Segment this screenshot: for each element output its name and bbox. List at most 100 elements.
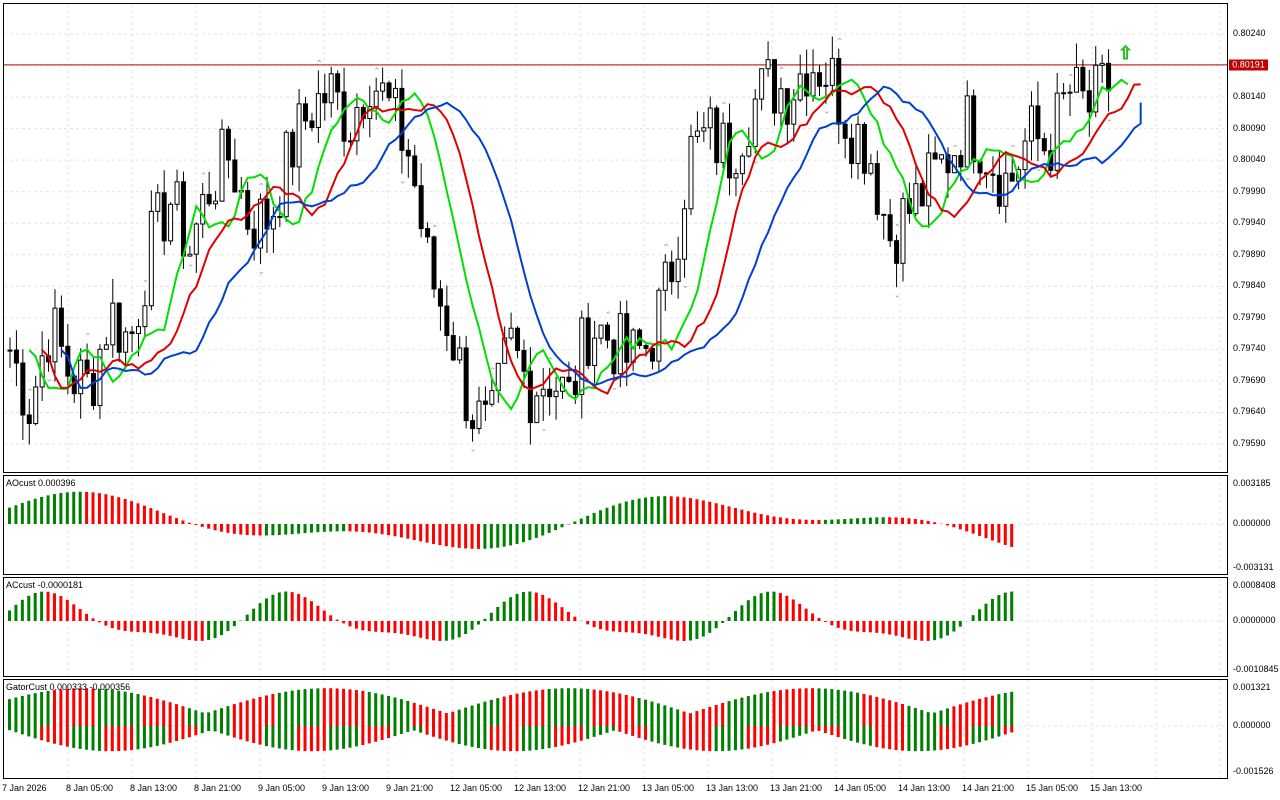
gator-lower-bar bbox=[489, 726, 493, 750]
gator-lower-bar bbox=[772, 726, 776, 744]
candle-body bbox=[399, 87, 405, 151]
gator-upper-bar bbox=[207, 712, 211, 726]
candle bbox=[746, 127, 752, 158]
gator-upper-bar bbox=[669, 707, 673, 726]
gator-upper-bar bbox=[579, 688, 583, 726]
candle-body bbox=[155, 192, 161, 212]
ao-pane[interactable]: AOcust 0.000396 bbox=[3, 475, 1228, 575]
gator-lower-bar bbox=[175, 726, 179, 742]
histogram-bar bbox=[284, 524, 288, 535]
candle-body bbox=[649, 347, 655, 362]
histogram-bar bbox=[290, 592, 294, 621]
gator-pane[interactable]: GatorCust 0.000333 -0.000356 bbox=[3, 679, 1228, 779]
histogram-bar bbox=[258, 524, 262, 536]
fractal-up-marker: ⌃ bbox=[431, 224, 439, 234]
histogram-bar bbox=[695, 499, 699, 524]
price-level-label: 0.79840 bbox=[1233, 280, 1266, 291]
gator-lower-bar bbox=[926, 726, 930, 751]
gator-upper-bar bbox=[778, 690, 782, 726]
histogram-bar bbox=[913, 621, 917, 640]
candle bbox=[772, 58, 778, 126]
histogram-bar bbox=[444, 524, 448, 547]
gator-upper-bar bbox=[20, 695, 24, 726]
fractal-down-marker: ⌄ bbox=[752, 156, 760, 166]
histogram-bar bbox=[856, 621, 860, 632]
gator-lower-bar bbox=[766, 726, 770, 745]
histogram-bar bbox=[8, 507, 11, 524]
histogram-bar bbox=[374, 524, 378, 534]
fractal-up-marker: ⌃ bbox=[258, 181, 266, 191]
histogram-bar bbox=[20, 599, 24, 621]
histogram-bar bbox=[740, 605, 744, 621]
candle-body bbox=[804, 73, 810, 97]
candle bbox=[52, 289, 58, 382]
candle-body bbox=[245, 189, 251, 230]
candle-body bbox=[116, 302, 122, 353]
candle bbox=[354, 93, 360, 156]
candle: ⌃ bbox=[604, 310, 612, 349]
gator-level-label: 0.000000 bbox=[1233, 720, 1271, 730]
candle-body bbox=[810, 72, 816, 97]
gator-upper-bar bbox=[798, 688, 802, 726]
candle bbox=[842, 119, 848, 159]
histogram-bar bbox=[110, 495, 114, 524]
candle-body bbox=[26, 414, 32, 425]
candle: ⌄ bbox=[752, 89, 760, 166]
gator-lower-bar bbox=[913, 726, 917, 752]
candle bbox=[7, 337, 13, 368]
candle-body bbox=[425, 228, 431, 238]
candle-body bbox=[778, 88, 784, 114]
candle: ⌃ bbox=[431, 224, 439, 298]
gator-upper-bar bbox=[701, 709, 705, 726]
histogram-bar bbox=[155, 510, 159, 524]
gator-upper-bar bbox=[804, 688, 808, 726]
gator-lower-bar bbox=[695, 726, 699, 751]
gator-lower-bar bbox=[425, 726, 429, 735]
gator-upper-bar bbox=[27, 694, 31, 726]
gator-upper-bar bbox=[374, 693, 378, 726]
price-chart-pane[interactable]: ⌃ ⌄ ⌃ ⌄ ⌃ ⌄ ⌃ ⌃ ⌄ ⌃ ⌄ ⌃ ⌄ ⌃ ⌄ ⌃ ⌄ ⌃ ⌃ ⌄ ⌃ ⌄ ⌃ ⌄ ⌃ ⌄ ⌃ ⌃ ⌄ ⌃ ⌄ ⌃ ⌄ ⌃ ⌄ ⇧ bbox=[3, 3, 1228, 473]
gator-lower-bar bbox=[168, 726, 172, 743]
candle bbox=[881, 213, 887, 240]
fractal-up-marker: ⌃ bbox=[894, 223, 902, 233]
histogram-bar bbox=[971, 615, 975, 621]
candle bbox=[932, 136, 938, 160]
candle-body bbox=[694, 130, 700, 137]
gator-lower-bar bbox=[8, 726, 11, 731]
histogram-bar bbox=[483, 524, 487, 549]
gator-lower-bar bbox=[958, 726, 962, 747]
gator-lower-bar bbox=[451, 726, 455, 743]
histogram-bar bbox=[875, 517, 879, 524]
candle bbox=[855, 115, 861, 180]
candle-body bbox=[309, 120, 315, 128]
gator-histogram bbox=[4, 680, 1227, 778]
gator-upper-bar bbox=[91, 688, 95, 726]
histogram-bar bbox=[599, 621, 603, 630]
candle-body bbox=[521, 350, 527, 372]
histogram-bar bbox=[232, 524, 236, 534]
candle-body bbox=[772, 59, 778, 114]
ac-pane[interactable]: ACcust -0.0000181 bbox=[3, 577, 1228, 677]
gator-upper-bar bbox=[695, 711, 699, 726]
histogram-bar bbox=[663, 621, 667, 639]
histogram-bar bbox=[117, 497, 121, 524]
candle-body bbox=[881, 213, 887, 216]
gator-lower-bar bbox=[117, 726, 121, 752]
candle-body bbox=[515, 327, 521, 352]
histogram-bar bbox=[40, 591, 44, 621]
fractal-down-marker: ⌄ bbox=[46, 374, 54, 384]
histogram-bar bbox=[817, 519, 821, 524]
candle bbox=[656, 287, 662, 372]
histogram-bar bbox=[8, 610, 11, 621]
price-chart-canvas[interactable]: ⌃⌄⌃⌄⌃⌄⌃⌃⌄⌃⌄⌃⌄⌃⌄⌃⌄⌃⌃⌄⌃⌄⌃⌄⌃⌄⌃⌃⌄⌃⌄⌃⌄⌃⌄⇧ bbox=[4, 4, 1228, 473]
candle-body bbox=[527, 370, 533, 424]
time-axis: 7 Jan 2026 8 Jan 05:00 8 Jan 13:00 8 Jan 21… bbox=[0, 780, 1280, 800]
histogram-bar bbox=[560, 607, 564, 621]
gator-upper-bar bbox=[464, 707, 468, 726]
gator-lower-bar bbox=[1010, 726, 1014, 733]
gator-lower-bar bbox=[59, 726, 63, 746]
histogram-bar bbox=[187, 522, 191, 524]
gator-upper-bar bbox=[772, 691, 776, 726]
gator-lower-bar bbox=[534, 726, 538, 750]
candle bbox=[412, 144, 418, 188]
